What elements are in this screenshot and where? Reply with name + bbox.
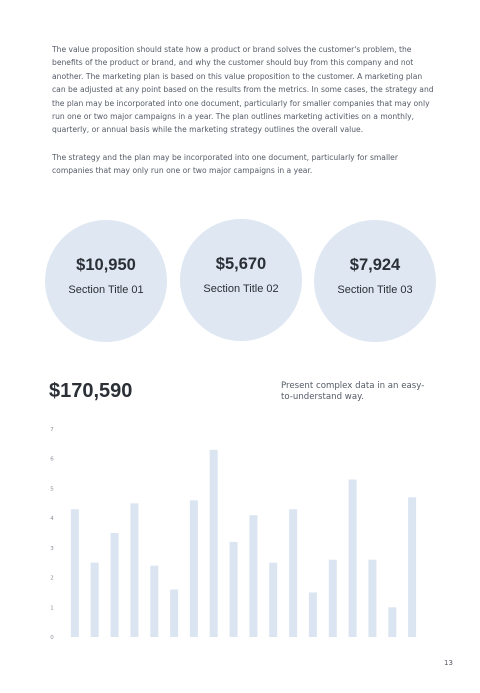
chart-bar [308,592,317,637]
stat-value-1: $10,950 [76,256,136,274]
y-tick-label: 5 [50,486,54,492]
chart-note: Present complex data in an easy-to-under… [281,381,425,402]
y-tick-label: 4 [50,516,54,522]
chart-bar [388,607,397,637]
stat-circle-3: $7,924 Section Title 03 [314,220,436,342]
chart-bar [150,565,159,637]
y-tick-label: 2 [50,576,54,582]
chart-bar [90,562,99,637]
chart-bar [229,541,238,637]
stat-value-3: $7,924 [349,256,401,274]
chart-bar [170,589,179,637]
y-tick-label: 0 [50,635,54,641]
chart-bar [368,559,377,637]
body-paragraph-2: The strategy and the plan may be incorpo… [52,153,398,176]
chart-bar [269,562,278,637]
y-tick-label: 7 [50,427,54,433]
body-paragraph-1: The value proposition should state how a… [52,45,434,135]
stat-label-2: Section Title 02 [203,283,279,295]
stat-circle-2: $5,670 Section Title 02 [180,219,302,341]
chart-bar [130,503,139,637]
chart-bar [70,509,79,637]
stat-value-2: $5,670 [215,255,267,273]
chart-bar [348,479,357,637]
chart-bar [328,559,337,637]
y-tick-label: 6 [50,457,54,463]
stat-label-1: Section Title 01 [68,284,144,296]
chart-bar [110,533,119,637]
chart-bar [408,497,417,637]
y-tick-label: 1 [50,605,54,611]
bar-chart: 0 1 2 3 4 5 6 7 [50,427,417,641]
page-number: 13 [444,659,453,667]
chart-bar [249,515,258,637]
stat-circle-1: $10,950 Section Title 01 [45,220,167,342]
summary-value: $170,590 [49,380,133,402]
chart-bar [189,500,198,637]
chart-bar [289,509,298,637]
stat-label-3: Section Title 03 [337,284,413,296]
chart-bar [209,449,218,637]
y-tick-label: 3 [50,546,54,552]
